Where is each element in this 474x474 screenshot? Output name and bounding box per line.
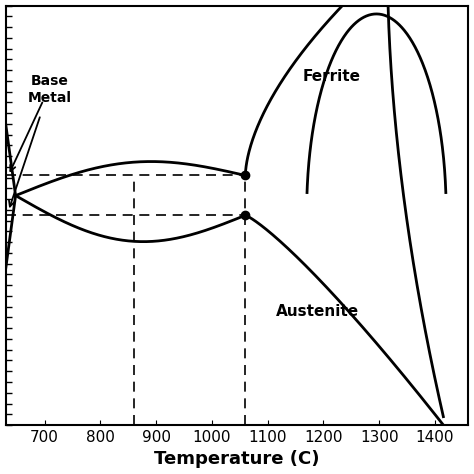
Text: Ferrite: Ferrite	[303, 69, 361, 84]
Text: Austenite: Austenite	[276, 304, 359, 319]
X-axis label: Temperature (C): Temperature (C)	[154, 450, 320, 468]
Text: Base
Metal: Base Metal	[28, 74, 72, 105]
